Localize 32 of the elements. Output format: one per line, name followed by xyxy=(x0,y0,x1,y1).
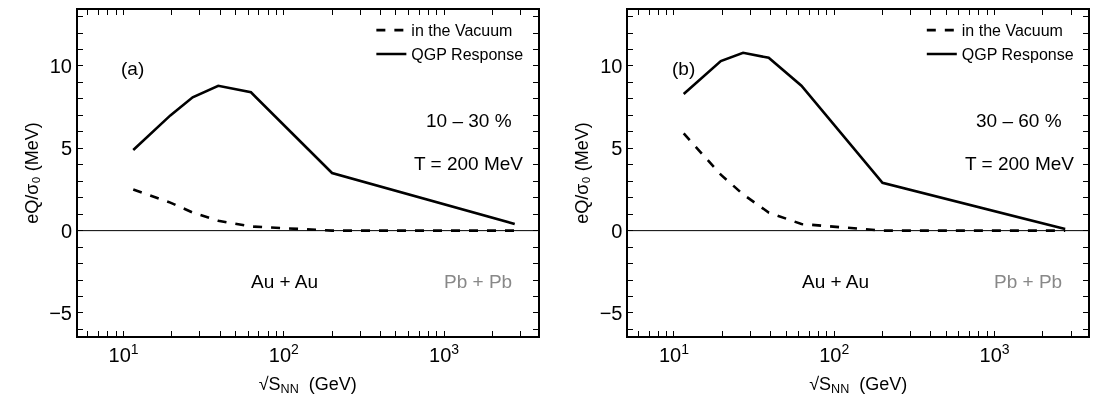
legend-label: QGP Response xyxy=(961,46,1074,64)
y-tick-label: −5 xyxy=(49,301,72,324)
x-axis-title: √S$_{NN}$ (GeV) xyxy=(809,373,908,397)
x-axis-title: √S$_{NN}$ (GeV) xyxy=(258,373,357,397)
annotation: 10 – 30 % xyxy=(426,110,512,131)
y-tick-label: 0 xyxy=(60,219,72,242)
annotation: 30 – 60 % xyxy=(976,110,1062,131)
annotation: (a) xyxy=(121,58,145,79)
legend-label: in the Vacuum xyxy=(411,22,513,40)
x-tick-label: 10$^{3}$ xyxy=(429,340,460,366)
x-tick-label: 10$^{3}$ xyxy=(979,340,1010,366)
y-axis-title: eQ/σ₀ (MeV) xyxy=(572,122,593,224)
legend-label: QGP Response xyxy=(411,46,524,64)
annotation: (b) xyxy=(672,58,696,79)
annotation: Pb + Pb xyxy=(444,271,513,292)
legend-label: in the Vacuum xyxy=(961,22,1063,40)
y-tick-label: −5 xyxy=(599,301,623,324)
y-tick-label: 10 xyxy=(49,54,72,77)
annotation: Au + Au xyxy=(251,271,319,292)
y-tick-label: 5 xyxy=(60,137,72,160)
y-tick-label: 5 xyxy=(611,137,623,160)
x-tick-label: 10$^{2}$ xyxy=(268,340,300,366)
x-tick-label: 10$^{2}$ xyxy=(819,340,850,366)
annotation: Pb + Pb xyxy=(994,271,1063,292)
annotation: Au + Au xyxy=(802,271,870,292)
y-axis-title: eQ/σ₀ (MeV) xyxy=(21,122,42,224)
annotation: T = 200 MeV xyxy=(414,153,524,174)
x-tick-label: 10$^{1}$ xyxy=(658,340,690,366)
y-tick-label: 0 xyxy=(611,219,623,242)
x-tick-label: 10$^{1}$ xyxy=(108,340,139,366)
annotation: T = 200 MeV xyxy=(965,153,1075,174)
y-tick-label: 10 xyxy=(600,54,623,77)
